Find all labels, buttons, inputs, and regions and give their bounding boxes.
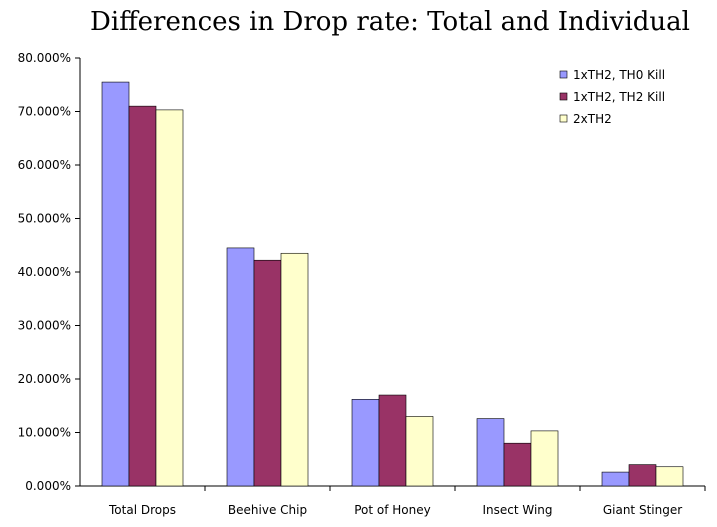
bar-1-5 (601, 471, 630, 487)
y-tick-label: 80.000% (18, 51, 71, 65)
x-tick-label: Insect Wing (482, 503, 552, 517)
y-tick-label: 60.000% (18, 158, 71, 172)
legend-label-3: 2xTH2 (573, 112, 612, 126)
x-tick-label: Beehive Chip (228, 503, 307, 517)
bar-3-5 (655, 466, 684, 487)
bar-2-4 (503, 442, 532, 487)
y-tick-label: 50.000% (18, 212, 71, 226)
x-tick-label: Pot of Honey (354, 503, 431, 517)
bar-2-1 (128, 105, 157, 487)
y-tick-label: 0.000% (25, 479, 71, 493)
bar-2-2 (253, 259, 282, 487)
bar-1-1 (101, 81, 130, 487)
bar-1-3 (351, 399, 380, 487)
legend-label-1: 1xTH2, TH0 Kill (573, 68, 665, 82)
y-tick-label: 70.000% (18, 105, 71, 119)
bar-3-3 (405, 416, 434, 487)
legend-swatch-2 (559, 92, 568, 101)
bar-1-2 (226, 247, 255, 487)
chart-title: Differences in Drop rate: Total and Indi… (90, 7, 690, 37)
x-tick-label: Giant Stinger (603, 503, 682, 517)
bar-3-4 (530, 430, 559, 487)
y-tick-label: 30.000% (18, 319, 71, 333)
bar-3-1 (155, 109, 184, 487)
bar-3-2 (280, 252, 309, 487)
legend-label-2: 1xTH2, TH2 Kill (573, 90, 665, 104)
x-tick-label: Total Drops (108, 503, 176, 517)
bar-1-4 (476, 418, 505, 487)
bar-2-5 (628, 464, 657, 487)
legend: 1xTH2, TH0 Kill 1xTH2, TH2 Kill 2xTH2 (559, 68, 665, 126)
y-tick-label: 20.000% (18, 372, 71, 386)
legend-swatch-1 (559, 70, 568, 79)
legend-swatch-3 (559, 114, 568, 123)
bar-2-3 (378, 394, 407, 487)
y-tick-label: 10.000% (18, 426, 71, 440)
y-tick-label: 40.000% (18, 265, 71, 279)
